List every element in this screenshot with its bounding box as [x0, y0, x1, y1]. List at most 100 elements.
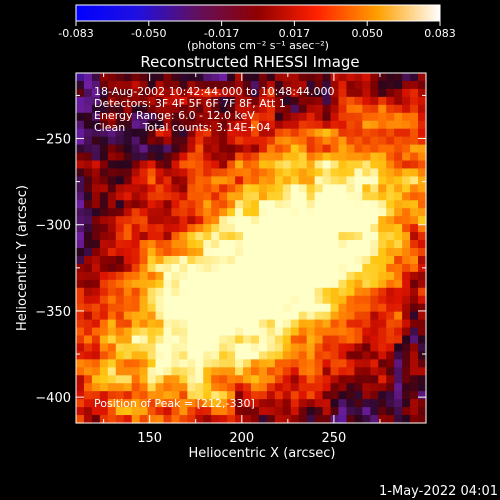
heatmap-cell	[314, 255, 324, 265]
heatmap-cell	[83, 263, 93, 273]
heatmap-cell	[187, 359, 196, 368]
heatmap-cell	[163, 136, 173, 146]
heatmap-cell	[386, 319, 395, 329]
heatmap-cell	[179, 168, 188, 177]
heatmap-cell	[243, 311, 252, 321]
heatmap-cell	[338, 287, 348, 297]
heatmap-cell	[314, 104, 324, 114]
heatmap-cell	[115, 112, 125, 122]
heatmap-cell	[394, 319, 403, 329]
heatmap-cell	[83, 136, 93, 146]
heatmap-cell	[187, 192, 196, 201]
heatmap-cell	[195, 216, 204, 225]
heatmap-cell	[378, 232, 387, 241]
heatmap-cell	[163, 152, 173, 162]
heatmap-cell	[131, 144, 141, 154]
heatmap-cell	[306, 303, 316, 313]
heatmap-cell	[155, 263, 165, 273]
heatmap-cell	[243, 391, 252, 400]
heatmap-cell	[195, 415, 204, 424]
heatmap-cell	[227, 184, 236, 193]
heatmap-cell	[91, 144, 101, 154]
heatmap-cell	[195, 144, 204, 154]
heatmap-cell	[386, 263, 395, 273]
heatmap-cell	[378, 319, 387, 329]
heatmap-cell	[211, 152, 220, 162]
heatmap-cell	[115, 271, 125, 281]
heatmap-cell	[131, 88, 141, 98]
heatmap-cell	[322, 399, 332, 408]
heatmap-cell	[314, 327, 324, 337]
heatmap-cell	[362, 407, 371, 416]
heatmap-cell	[370, 184, 379, 193]
heatmap-cell	[123, 232, 133, 241]
heatmap-cell	[362, 240, 371, 249]
heatmap-cell	[76, 192, 85, 201]
heatmap-cell	[402, 208, 411, 217]
heatmap-cell	[235, 343, 244, 352]
heatmap-cell	[179, 80, 188, 90]
heatmap-cell	[402, 399, 411, 408]
heatmap-cell	[330, 303, 340, 313]
heatmap-cell	[235, 192, 244, 201]
heatmap-cell	[107, 176, 117, 185]
heatmap-cell	[314, 375, 324, 384]
heatmap-cell	[251, 271, 260, 281]
heatmap-cell	[91, 295, 101, 305]
heatmap-cell	[266, 367, 276, 376]
heatmap-cell	[83, 343, 93, 352]
heatmap-cell	[314, 263, 324, 273]
heatmap-cell	[258, 168, 268, 177]
heatmap-cell	[298, 224, 308, 233]
heatmap-cell	[123, 160, 133, 170]
heatmap-cell	[274, 240, 284, 249]
heatmap-cell	[227, 399, 236, 408]
heatmap-cell	[410, 287, 419, 297]
heatmap-cell	[402, 407, 411, 416]
heatmap-cell	[195, 343, 204, 352]
heatmap-cell	[227, 144, 236, 154]
heatmap-cell	[354, 200, 363, 209]
heatmap-cell	[338, 136, 348, 146]
heatmap-cell	[251, 351, 260, 360]
heatmap-cell	[386, 240, 395, 249]
heatmap-cell	[99, 279, 109, 289]
heatmap-cell	[362, 192, 371, 201]
heatmap-cell	[418, 200, 427, 209]
heatmap-cell	[195, 200, 204, 209]
heatmap-cell	[362, 88, 371, 98]
heatmap-cell	[107, 232, 117, 241]
heatmap-cell	[155, 144, 165, 154]
heatmap-cell	[211, 263, 220, 273]
heatmap-cell	[107, 415, 117, 424]
heatmap-cell	[362, 112, 371, 122]
heatmap-cell	[107, 144, 117, 154]
heatmap-cell	[211, 407, 220, 416]
heatmap-cell	[219, 327, 228, 337]
heatmap-cell	[107, 399, 117, 408]
heatmap-cell	[386, 359, 395, 368]
heatmap-cell	[155, 311, 165, 321]
heatmap-cell	[362, 248, 371, 257]
heatmap-cell	[418, 208, 427, 217]
heatmap-cell	[290, 383, 300, 392]
heatmap-cell	[187, 415, 196, 424]
heatmap-cell	[274, 152, 284, 162]
heatmap-cell	[83, 120, 93, 130]
heatmap-cell	[195, 383, 204, 392]
heatmap-cell	[147, 248, 157, 257]
heatmap-cell	[402, 80, 411, 90]
heatmap-cell	[115, 96, 125, 106]
heatmap-cell	[251, 73, 260, 82]
heatmap-cell	[211, 192, 220, 201]
heatmap-cell	[243, 335, 252, 345]
heatmap-cell	[131, 200, 141, 209]
heatmap-cell	[187, 271, 196, 281]
heatmap-cell	[115, 415, 125, 424]
heatmap-cell	[155, 287, 165, 297]
heatmap-cell	[418, 184, 427, 193]
heatmap-cell	[338, 184, 348, 193]
heatmap-cell	[235, 176, 244, 185]
heatmap-cell	[386, 80, 395, 90]
heatmap-cell	[251, 120, 260, 130]
